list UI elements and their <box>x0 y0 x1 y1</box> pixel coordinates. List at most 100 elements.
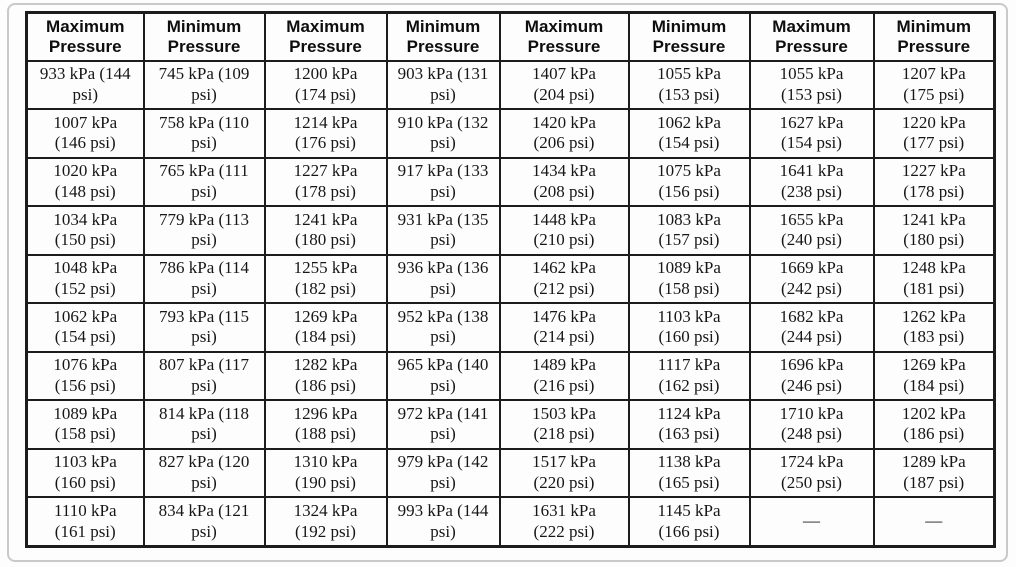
pressure-cell: 1007 kPa (146 psi) <box>25 108 145 159</box>
table-row: 1103 kPa (160 psi) 827 kPa (120 psi) 1310 … <box>25 447 996 499</box>
pressure-cell: 1076 kPa (156 psi) <box>25 350 145 402</box>
pressure-cell: 903 kPa (131 psi) <box>385 59 501 111</box>
pressure-cell: 779 kPa (113 psi) <box>142 205 266 256</box>
pressure-cell: 1145 kPa (166 psi) <box>627 496 751 548</box>
pressure-cell: 1075 kPa (156 psi) <box>627 156 751 208</box>
column-header: Minimum Pressure <box>627 11 751 62</box>
pressure-cell: 1138 kPa (165 psi) <box>627 447 751 499</box>
table-row: 1089 kPa (158 psi) 814 kPa (118 psi) 1296 … <box>25 399 996 450</box>
pressure-cell: 1324 kPa (192 psi) <box>263 496 388 548</box>
table-row: 1076 kPa (156 psi) 807 kPa (117 psi) 1282 … <box>25 350 996 402</box>
pressure-cell: 1462 kPa (212 psi) <box>498 253 630 305</box>
pressure-cell: 1420 kPa (206 psi) <box>498 108 630 159</box>
column-header: Maximum Pressure <box>748 11 875 62</box>
column-header: Maximum Pressure <box>263 11 388 62</box>
pressure-cell: 1669 kPa (242 psi) <box>748 253 875 305</box>
pressure-cell: 1103 kPa (160 psi) <box>627 302 751 353</box>
pressure-cell: 1220 kPa (177 psi) <box>872 108 996 159</box>
column-header: Maximum Pressure <box>25 11 145 62</box>
pressure-cell: 1055 kPa (153 psi) <box>748 59 875 111</box>
pressure-cell: 1034 kPa (150 psi) <box>25 205 145 256</box>
pressure-cell: 1710 kPa (248 psi) <box>748 399 875 450</box>
pressure-cell: 1407 kPa (204 psi) <box>498 59 630 111</box>
pressure-cell: 1110 kPa (161 psi) <box>25 496 145 548</box>
pressure-cell: 965 kPa (140 psi) <box>385 350 501 402</box>
table-row: 1034 kPa (150 psi) 779 kPa (113 psi) 1241 … <box>25 205 996 256</box>
column-header: Maximum Pressure <box>498 11 630 62</box>
pressure-cell: 1083 kPa (157 psi) <box>627 205 751 256</box>
pressure-cell: 1202 kPa (186 psi) <box>872 399 996 450</box>
pressure-cell: 1124 kPa (163 psi) <box>627 399 751 450</box>
pressure-cell: 1517 kPa (220 psi) <box>498 447 630 499</box>
pressure-cell: 1682 kPa (244 psi) <box>748 302 875 353</box>
pressure-cell: 745 kPa (109 psi) <box>142 59 266 111</box>
table-row: 1062 kPa (154 psi) 793 kPa (115 psi) 1269 … <box>25 302 996 353</box>
pressure-cell: 814 kPa (118 psi) <box>142 399 266 450</box>
pressure-cell: 1269 kPa (184 psi) <box>263 302 388 353</box>
pressure-cell: — <box>872 496 996 548</box>
table-row: 1048 kPa (152 psi) 786 kPa (114 psi) 1255 … <box>25 253 996 305</box>
pressure-cell: 910 kPa (132 psi) <box>385 108 501 159</box>
pressure-cell: 1227 kPa (178 psi) <box>263 156 388 208</box>
pressure-cell: 1296 kPa (188 psi) <box>263 399 388 450</box>
pressure-cell: 1434 kPa (208 psi) <box>498 156 630 208</box>
pressure-cell: 993 kPa (144 psi) <box>385 496 501 548</box>
header-row: Maximum Pressure Minimum Pressure Maximum … <box>25 11 996 62</box>
pressure-cell: 765 kPa (111 psi) <box>142 156 266 208</box>
pressure-cell: 793 kPa (115 psi) <box>142 302 266 353</box>
table-body: 933 kPa (144 psi) 745 kPa (109 psi) 1200 k… <box>25 59 996 548</box>
table-row: 933 kPa (144 psi) 745 kPa (109 psi) 1200 k… <box>25 59 996 111</box>
pressure-cell: 758 kPa (110 psi) <box>142 108 266 159</box>
pressure-cell: 1724 kPa (250 psi) <box>748 447 875 499</box>
pressure-table: Maximum Pressure Minimum Pressure Maximum … <box>25 11 996 548</box>
pressure-cell: 1631 kPa (222 psi) <box>498 496 630 548</box>
pressure-cell: 1227 kPa (178 psi) <box>872 156 996 208</box>
pressure-cell: 1641 kPa (238 psi) <box>748 156 875 208</box>
pressure-cell: 952 kPa (138 psi) <box>385 302 501 353</box>
pressure-cell: 1282 kPa (186 psi) <box>263 350 388 402</box>
pressure-cell: 1489 kPa (216 psi) <box>498 350 630 402</box>
pressure-cell: 1062 kPa (154 psi) <box>25 302 145 353</box>
pressure-cell: 931 kPa (135 psi) <box>385 205 501 256</box>
table-row: 1020 kPa (148 psi) 765 kPa (111 psi) 1227 … <box>25 156 996 208</box>
pressure-cell: 972 kPa (141 psi) <box>385 399 501 450</box>
pressure-cell: 1117 kPa (162 psi) <box>627 350 751 402</box>
pressure-cell: 1214 kPa (176 psi) <box>263 108 388 159</box>
pressure-cell: 786 kPa (114 psi) <box>142 253 266 305</box>
pressure-cell: 933 kPa (144 psi) <box>25 59 145 111</box>
pressure-cell: 1627 kPa (154 psi) <box>748 108 875 159</box>
pressure-cell: 1055 kPa (153 psi) <box>627 59 751 111</box>
pressure-cell: 1048 kPa (152 psi) <box>25 253 145 305</box>
pressure-cell: 1103 kPa (160 psi) <box>25 447 145 499</box>
pressure-cell: 917 kPa (133 psi) <box>385 156 501 208</box>
pressure-cell: 1200 kPa (174 psi) <box>263 59 388 111</box>
column-header: Minimum Pressure <box>385 11 501 62</box>
pressure-cell: 1476 kPa (214 psi) <box>498 302 630 353</box>
pressure-cell: — <box>748 496 875 548</box>
column-header: Minimum Pressure <box>872 11 996 62</box>
pressure-cell: 1241 kPa (180 psi) <box>263 205 388 256</box>
pressure-cell: 1020 kPa (148 psi) <box>25 156 145 208</box>
pressure-cell: 1289 kPa (187 psi) <box>872 447 996 499</box>
pressure-cell: 936 kPa (136 psi) <box>385 253 501 305</box>
pressure-cell: 1089 kPa (158 psi) <box>25 399 145 450</box>
pressure-cell: 1310 kPa (190 psi) <box>263 447 388 499</box>
pressure-cell: 834 kPa (121 psi) <box>142 496 266 548</box>
pressure-cell: 979 kPa (142 psi) <box>385 447 501 499</box>
pressure-cell: 1207 kPa (175 psi) <box>872 59 996 111</box>
table-row: 1110 kPa (161 psi) 834 kPa (121 psi) 1324 … <box>25 496 996 548</box>
pressure-cell: 807 kPa (117 psi) <box>142 350 266 402</box>
pressure-cell: 1248 kPa (181 psi) <box>872 253 996 305</box>
pressure-cell: 1696 kPa (246 psi) <box>748 350 875 402</box>
pressure-cell: 1241 kPa (180 psi) <box>872 205 996 256</box>
pressure-cell: 1089 kPa (158 psi) <box>627 253 751 305</box>
pressure-cell: 1062 kPa (154 psi) <box>627 108 751 159</box>
pressure-cell: 1448 kPa (210 psi) <box>498 205 630 256</box>
table-row: 1007 kPa (146 psi) 758 kPa (110 psi) 1214 … <box>25 108 996 159</box>
column-header: Minimum Pressure <box>142 11 266 62</box>
pressure-cell: 1262 kPa (183 psi) <box>872 302 996 353</box>
pressure-cell: 1503 kPa (218 psi) <box>498 399 630 450</box>
pressure-cell: 1655 kPa (240 psi) <box>748 205 875 256</box>
pressure-cell: 1255 kPa (182 psi) <box>263 253 388 305</box>
